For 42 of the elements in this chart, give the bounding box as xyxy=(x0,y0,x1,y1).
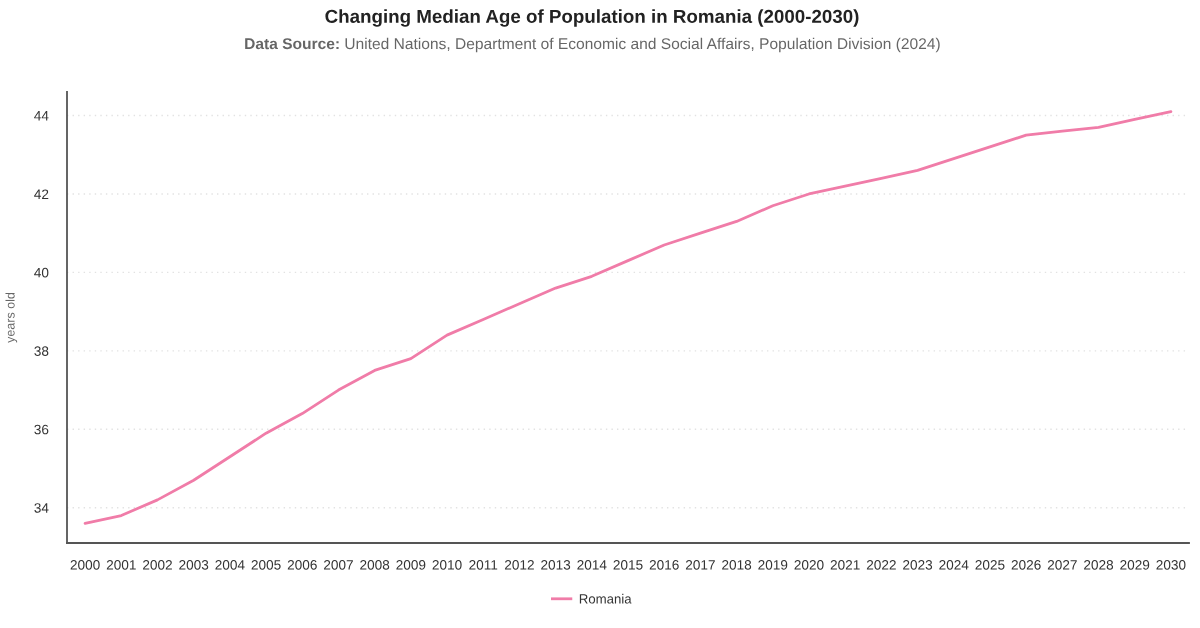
y-tick-label: 36 xyxy=(34,424,49,435)
x-tick-label: 2030 xyxy=(1156,560,1186,570)
x-tick-label: 2010 xyxy=(432,560,462,570)
x-tick-label: 2024 xyxy=(939,560,969,570)
x-tick-label: 2018 xyxy=(722,560,752,570)
x-tick-label: 2022 xyxy=(866,560,896,570)
x-tick-label: 2012 xyxy=(504,560,534,570)
x-tick-label: 2019 xyxy=(758,560,788,570)
chart-title: Changing Median Age of Population in Romania (2000-2030) xyxy=(325,9,859,27)
x-tick-label: 2007 xyxy=(324,560,353,570)
line-series xyxy=(83,110,1173,525)
x-tick-label: 2014 xyxy=(577,560,607,570)
legend-label: Romania xyxy=(579,593,632,604)
x-tick-label: 2015 xyxy=(613,560,643,570)
x-tick-label: 2023 xyxy=(903,560,933,570)
x-tick-label: 2017 xyxy=(685,560,715,570)
x-tick-label: 2000 xyxy=(70,560,100,570)
x-tick-label: 2002 xyxy=(143,560,172,570)
y-axis-title: years old xyxy=(5,292,18,343)
x-tick-label: 2004 xyxy=(215,560,245,570)
x-tick-label: 2021 xyxy=(830,560,860,570)
y-tick-label: 38 xyxy=(34,346,49,356)
x-tick-label: 2006 xyxy=(287,560,317,570)
x-tick-label: 2028 xyxy=(1084,560,1114,570)
x-tick-label: 2009 xyxy=(396,560,426,570)
x-tick-label: 2011 xyxy=(469,560,498,570)
y-tick-label: 40 xyxy=(34,267,49,278)
y-tick-label: 34 xyxy=(34,503,49,513)
x-tick-label: 2008 xyxy=(360,560,390,570)
y-tick-label: 42 xyxy=(34,189,49,199)
x-tick-label: 2026 xyxy=(1011,560,1041,570)
x-tick-label: 2020 xyxy=(794,560,824,570)
chart-subtitle: Data Source: United Nations, Department of Economic and Social Affairs, Population Division (2024) xyxy=(245,37,940,53)
x-tick-label: 2029 xyxy=(1120,560,1150,570)
x-tick-label: 2013 xyxy=(541,560,571,570)
x-tick-label: 2016 xyxy=(649,560,679,570)
x-tick-label: 2003 xyxy=(179,560,209,570)
y-tick-label: 44 xyxy=(34,111,49,121)
x-tick-label: 2005 xyxy=(251,560,281,570)
x-tick-label: 2025 xyxy=(975,560,1005,570)
x-tick-label: 2027 xyxy=(1047,560,1077,570)
x-tick-label: 2001 xyxy=(106,560,136,570)
